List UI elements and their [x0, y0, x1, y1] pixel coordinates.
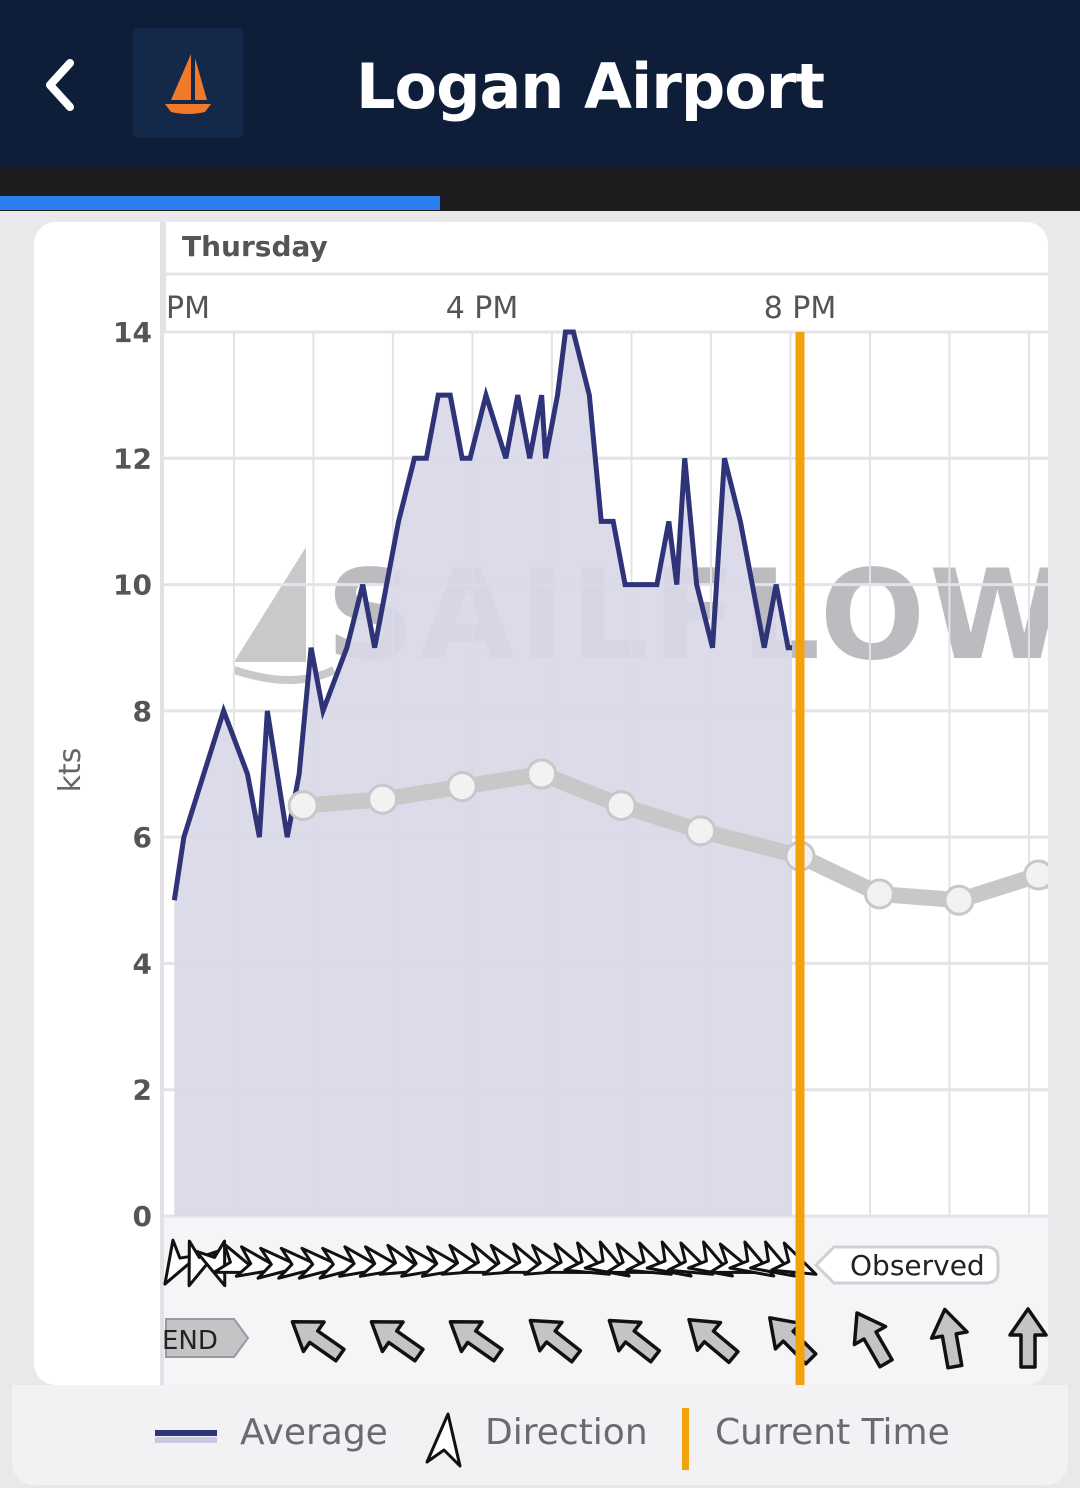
forecast-point [864, 878, 895, 910]
chevron-left-icon[interactable] [40, 55, 80, 115]
legend-direction: Direction [485, 1412, 648, 1453]
observed-direction-arrow [277, 1246, 324, 1280]
sailboat-icon[interactable] [133, 28, 243, 138]
forecast-point [1023, 859, 1048, 891]
observed-label: Observed [850, 1249, 985, 1282]
forecast-tag-label: END [162, 1326, 218, 1356]
observed-direction-arrow [770, 1241, 818, 1276]
forecast-point [605, 790, 637, 822]
watermark-sail-icon [234, 547, 306, 662]
app-header: Logan Airport [0, 0, 1080, 168]
forecast-point [367, 783, 399, 815]
average-line [171, 329, 793, 901]
observed-direction-arrow [318, 1246, 365, 1280]
observed-direction-arrow [163, 1238, 201, 1286]
forecast-direction-arrow [852, 1311, 894, 1369]
forecast-point [526, 758, 558, 790]
y-tick-label: 0 [133, 1200, 152, 1233]
forecast-direction-arrow [607, 1318, 662, 1364]
y-axis-title: kts [53, 748, 88, 793]
current-time-legend-swatch [682, 1408, 689, 1470]
direction-arrow-icon [425, 1412, 462, 1468]
forecast-direction-arrow [290, 1320, 346, 1363]
loading-progress-bar [0, 196, 440, 210]
y-tick-label: 2 [133, 1074, 152, 1107]
forecast-direction-arrow [929, 1307, 969, 1370]
forecast-direction-arrow [1008, 1307, 1048, 1369]
y-tick-label: 8 [133, 695, 152, 728]
average-area [174, 332, 793, 1216]
observed-tag [813, 1245, 1000, 1285]
forecast-point [287, 790, 319, 822]
legend-average: Average [240, 1412, 388, 1453]
x-tick-label: PM [166, 291, 210, 326]
y-tick-label: 12 [113, 442, 152, 475]
y-axis-divider [160, 222, 166, 1385]
page-title: Logan Airport [355, 50, 825, 123]
y-tick-label: 4 [133, 947, 152, 980]
forecast-direction-arrow [369, 1320, 425, 1363]
watermark-hull-icon [232, 666, 336, 684]
forecast-point [446, 771, 478, 803]
forecast-tag [165, 1318, 250, 1358]
direction-strip [164, 1216, 1048, 1385]
x-tick-label: 4 PM [446, 291, 519, 326]
observed-direction-arrow [194, 1239, 227, 1288]
y-tick-label: 10 [113, 569, 152, 602]
y-tick-label: 6 [133, 821, 152, 854]
observed-direction-arrow [297, 1246, 345, 1280]
y-axis-panel [34, 222, 160, 1385]
day-label: Thursday [182, 230, 328, 263]
y-tick-label: 14 [113, 316, 152, 349]
forecast-direction-arrow [528, 1318, 583, 1364]
x-tick-label: 8 PM [764, 291, 837, 326]
observed-direction-arrow [256, 1246, 303, 1280]
legend-current-time: Current Time [715, 1412, 950, 1453]
forecast-point [943, 884, 975, 916]
average-legend-swatch [155, 1430, 217, 1443]
forecast-direction-arrow [448, 1320, 504, 1363]
forecast-point [685, 815, 717, 847]
forecast-direction-arrow [687, 1317, 740, 1365]
